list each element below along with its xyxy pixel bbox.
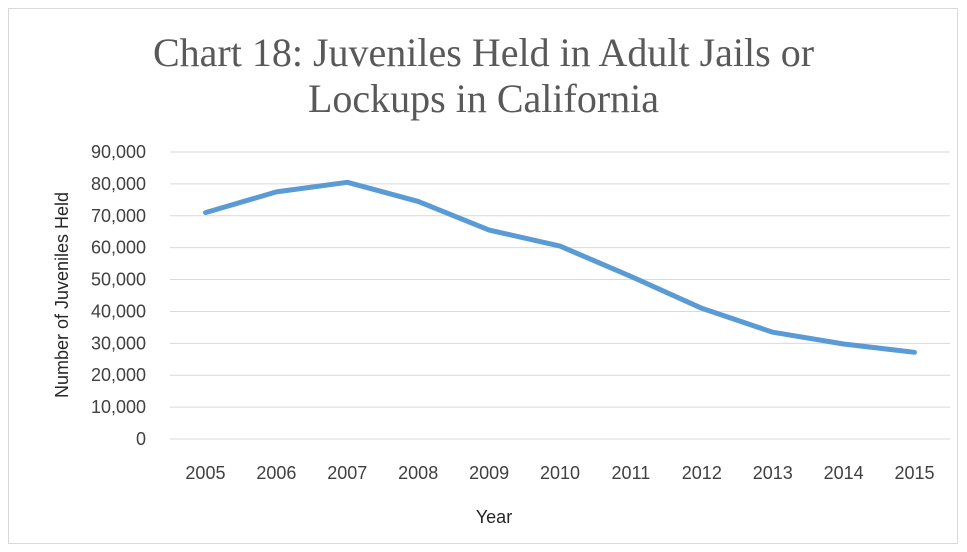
y-tick-labels: 0 10,000 20,000 30,000 40,000 50,000 60,000 70,… xyxy=(91,142,146,449)
series-line xyxy=(203,179,917,355)
x-tick-label: 2008 xyxy=(398,463,438,483)
y-tick-label: 50,000 xyxy=(91,270,146,290)
y-tick-label: 20,000 xyxy=(91,365,146,385)
y-tick-label: 10,000 xyxy=(91,397,146,417)
x-tick-label: 2013 xyxy=(753,463,793,483)
y-tick-label: 30,000 xyxy=(91,333,146,353)
x-tick-label: 2015 xyxy=(895,463,935,483)
y-tick-label: 0 xyxy=(136,429,146,449)
chart-frame xyxy=(8,8,958,544)
x-tick-label: 2014 xyxy=(824,463,864,483)
chart-title-line-1: Chart 18: Juveniles Held in Adult Jails … xyxy=(152,30,815,75)
x-axis-label: Year xyxy=(476,507,512,527)
x-tick-label: 2006 xyxy=(256,463,296,483)
x-tick-label: 2012 xyxy=(682,463,722,483)
x-tick-label: 2011 xyxy=(612,463,651,483)
x-tick-label: 2007 xyxy=(327,463,367,483)
x-tick-label: 2005 xyxy=(185,463,225,483)
y-tick-label: 40,000 xyxy=(91,301,146,321)
chart-title-line-2: Lockups in California xyxy=(307,76,660,121)
y-tick-label: 70,000 xyxy=(91,206,146,226)
y-tick-label: 90,000 xyxy=(91,142,146,162)
y-axis-label: Number of Juveniles Held xyxy=(52,192,72,398)
y-tick-label: 60,000 xyxy=(91,238,146,258)
x-tick-label: 2009 xyxy=(469,463,509,483)
y-tick-label: 80,000 xyxy=(91,174,146,194)
gridlines xyxy=(170,151,950,440)
x-tick-label: 2010 xyxy=(540,463,580,483)
chart-title: Chart 18: Juveniles Held in Adult Jails … xyxy=(0,30,967,122)
series-lines xyxy=(203,179,917,355)
x-tick-labels: 2005 2006 2007 2008 2009 2010 2011 2012 2013 2014… xyxy=(185,463,934,483)
